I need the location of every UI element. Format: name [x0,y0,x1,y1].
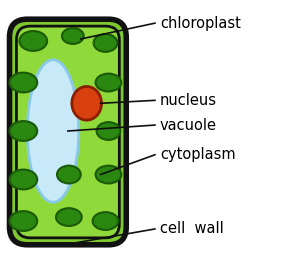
Ellipse shape [10,170,37,189]
Ellipse shape [96,74,121,91]
Ellipse shape [96,166,121,183]
Ellipse shape [93,212,118,230]
Text: cell  wall: cell wall [160,221,224,236]
Ellipse shape [27,60,79,202]
Text: chloroplast: chloroplast [160,16,241,31]
Ellipse shape [10,73,37,92]
Ellipse shape [10,121,37,141]
Ellipse shape [56,208,82,226]
FancyBboxPatch shape [10,19,126,245]
Text: nucleus: nucleus [160,93,217,108]
Ellipse shape [72,86,101,120]
Text: cytoplasm: cytoplasm [160,147,236,162]
Ellipse shape [62,28,84,44]
Ellipse shape [97,122,120,140]
Ellipse shape [57,166,81,183]
Ellipse shape [20,31,47,51]
Text: vacuole: vacuole [160,118,217,133]
FancyBboxPatch shape [16,26,119,238]
Ellipse shape [94,34,117,52]
Ellipse shape [10,211,37,231]
